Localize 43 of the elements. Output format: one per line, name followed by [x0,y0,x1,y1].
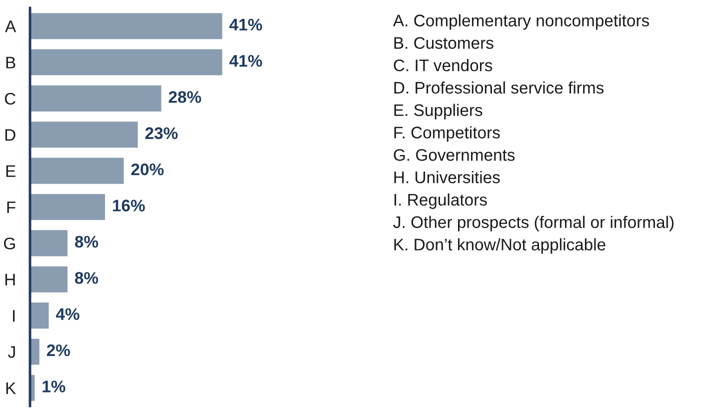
text: H. Universities [394,171,500,184]
data-label: 41% [229,18,262,31]
bar [30,338,40,365]
bar [30,194,106,220]
data-label: 8% [74,272,98,284]
bar [30,158,124,184]
text: F. Competitors [394,126,500,142]
text: B. Customers [394,37,494,49]
bar [30,13,222,40]
y-tick-label: B [6,56,16,68]
y-tick-label: A [5,20,16,32]
data-label: 2% [46,344,70,356]
bar [30,49,222,76]
text: E. Suppliers [394,104,482,120]
bar [30,122,138,148]
data-label: 8% [74,236,98,248]
text: A. Complementary noncompetitors [393,14,649,30]
text: K. Don’t know/Not applicable [394,238,606,254]
data-label: 20% [131,163,164,176]
y-tick-label: F [7,202,16,214]
y-tick-label: D [5,129,16,141]
bar [30,230,68,256]
y-tick-label: E [6,165,16,177]
text: D. Professional service firms [394,81,604,94]
y-tick-label: G [4,238,15,250]
bar [30,302,49,329]
text: I. Regulators [394,193,487,209]
y-tick-label: H [5,274,15,286]
y-tick-label: C [4,92,16,105]
data-label: 28% [168,91,202,103]
y-tick-label: I [13,310,15,322]
bar [30,85,162,112]
data-label: 16% [113,200,145,212]
bar [30,266,68,292]
data-label: 23% [145,127,178,140]
data-label: 1% [42,380,66,392]
text: G. Governments [394,149,515,161]
y-tick-label: K [6,382,16,394]
text: C. IT vendors [394,59,492,72]
data-label: 41% [229,54,262,67]
text: J. Other prospects (formal or informal) [393,216,674,232]
y-tick-label: J [8,346,15,358]
data-label: 4% [56,308,80,320]
